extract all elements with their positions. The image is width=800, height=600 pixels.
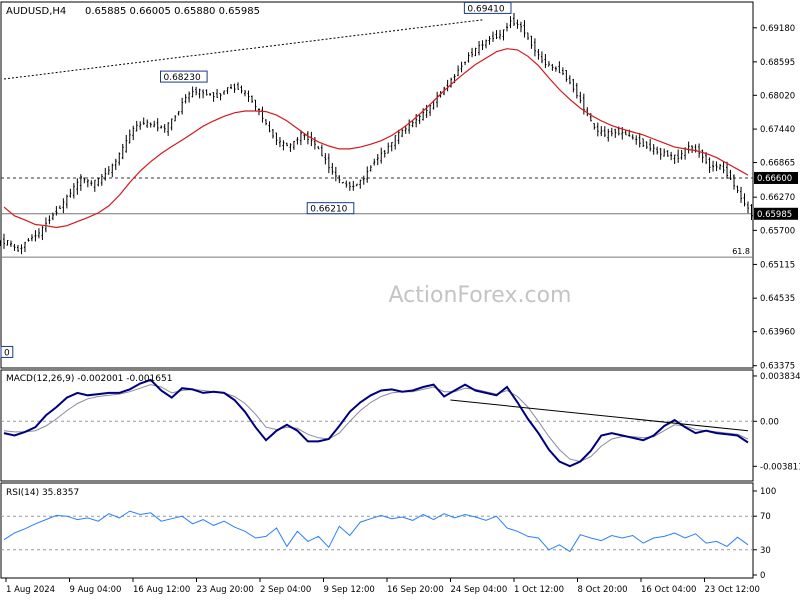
chart-header-ohlc: 0.65885 0.66005 0.65880 0.65985 [85,6,260,17]
rsi-tick-label: 70 [760,512,771,522]
price-annotation-box [463,1,512,14]
price-tick-label: 0.63375 [760,362,795,372]
rsi-tick-label: 30 [760,546,771,556]
rsi-tick-label: 0 [760,571,765,581]
price-tick-label: 0.65700 [760,226,795,236]
watermark: ActionForex.com [389,283,572,308]
macd-axis: 0.003834 0.00 -0.003811 [753,372,800,472]
rsi-panel: RSI(14) 35.8357 [0,482,754,579]
price-axis: 0.69180 0.68595 0.68020 0.67440 0.66865 0.662… [753,24,798,372]
time-tick-label: 2 Sep 04:00 [260,585,311,595]
macd-main-line [3,378,749,468]
macd-panel: MACD(12,26,9) -0.002001 -0.001651 [0,369,754,482]
price-annotation-box [306,202,355,215]
time-tick-label: 16 Oct 04:00 [641,585,696,595]
price-tick-label: 0.67440 [760,125,795,135]
time-tick-label: 9 Sep 12:00 [324,585,375,595]
rsi-tick-label: 100 [760,487,776,497]
macd-tick-label: 0.003834 [760,372,800,382]
time-tick-label: 8 Oct 20:00 [578,585,628,595]
price-annotation-label: 0 [4,348,10,358]
price-panel: ActionForex.com 61.8 0.68230 0.66210 0.694… [0,1,754,369]
time-axis: 1 Aug 2024 9 Aug 04:00 16 Aug 12:00 23 Aug … [5,578,760,595]
time-tick-label: 1 Oct 12:00 [514,585,564,595]
macd-trendline [450,399,749,432]
time-tick-label: 9 Aug 04:00 [70,585,122,595]
price-level-tag-label: 0.66600 [757,174,792,184]
price-tick-label: 0.68020 [760,91,795,101]
price-annotation-label: 0.69410 [467,4,504,14]
price-tick-label: 0.68595 [760,58,795,68]
rsi-label: RSI(14) 35.8357 [6,488,79,498]
price-level-tag-label: 0.65985 [757,210,792,220]
price-annotation-box [0,345,14,358]
time-tick-label: 23 Aug 20:00 [197,585,254,595]
rsi-axis: 100 70 30 0 [753,487,776,581]
price-annotation-label: 0.68230 [163,73,200,83]
price-annotation-label: 0.66210 [310,205,347,215]
macd-tick-label: -0.003811 [760,462,800,472]
price-tick-label: 0.69180 [760,24,795,34]
price-tick-label: 0.65115 [760,260,795,270]
price-tick-label: 0.63960 [760,328,795,338]
price-level-tag [754,171,798,184]
time-tick-label: 16 Sep 20:00 [387,585,444,595]
time-tick-label: 24 Sep 04:00 [451,585,508,595]
time-tick-label: 16 Aug 12:00 [133,585,190,595]
price-tick-label: 0.64535 [760,294,795,304]
moving-average-line [3,48,749,229]
rsi-line [3,510,749,553]
fib-level-label: 61.8 [732,247,750,256]
price-level-tag [754,207,798,220]
price-tick-label: 0.66270 [760,193,795,203]
time-tick-label: 1 Aug 2024 [6,585,55,595]
macd-label: MACD(12,26,9) -0.002001 -0.001651 [6,374,172,384]
price-trendline [3,19,484,80]
chart-header-symbol: AUDUSD,H4 [6,6,66,17]
time-tick-label: 23 Oct 12:00 [705,585,760,595]
price-tick-label: 0.66865 [760,159,795,169]
price-annotation-box [159,70,208,83]
macd-tick-label: 0.00 [760,417,779,427]
